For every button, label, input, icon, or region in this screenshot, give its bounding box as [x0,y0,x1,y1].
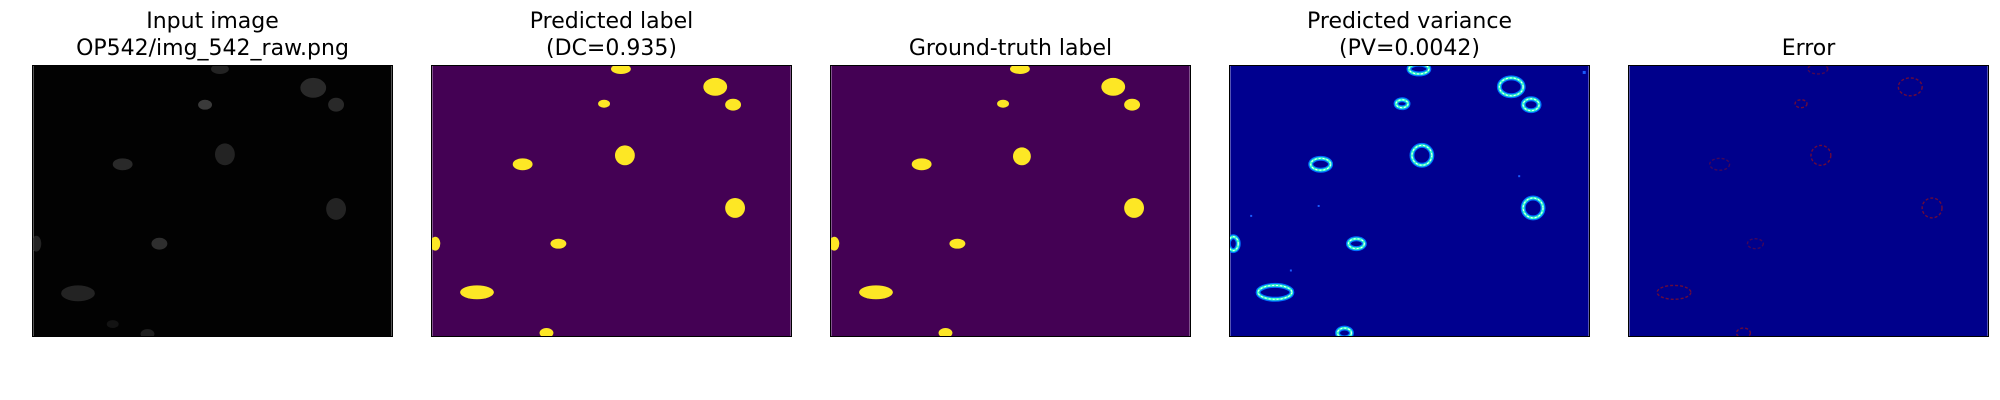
error-frame [1628,65,1989,337]
panel-title-line1: Input image [146,9,279,34]
ground-truth-label-frame [830,65,1191,337]
ground-truth-label-image [831,66,1190,336]
error-image [1629,66,1988,336]
input-image [33,66,392,336]
predicted-variance-image [1230,66,1589,336]
panel-title-line1: Predicted label [529,9,694,34]
panel-title-line2: OP542/img_542_raw.png [76,36,349,61]
input-image-frame [32,65,393,337]
predicted-label-frame [431,65,792,337]
panel-title-line2: (PV=0.0042) [1339,36,1480,61]
panel-title-line2: Error [1781,36,1836,61]
panel-title-line2: Ground-truth label [908,36,1113,61]
predicted-variance-frame [1229,65,1590,337]
panel-title-line1: Predicted variance [1307,9,1512,34]
panel-title-line2: (DC=0.935) [546,36,677,61]
predicted-label-image [432,66,791,336]
